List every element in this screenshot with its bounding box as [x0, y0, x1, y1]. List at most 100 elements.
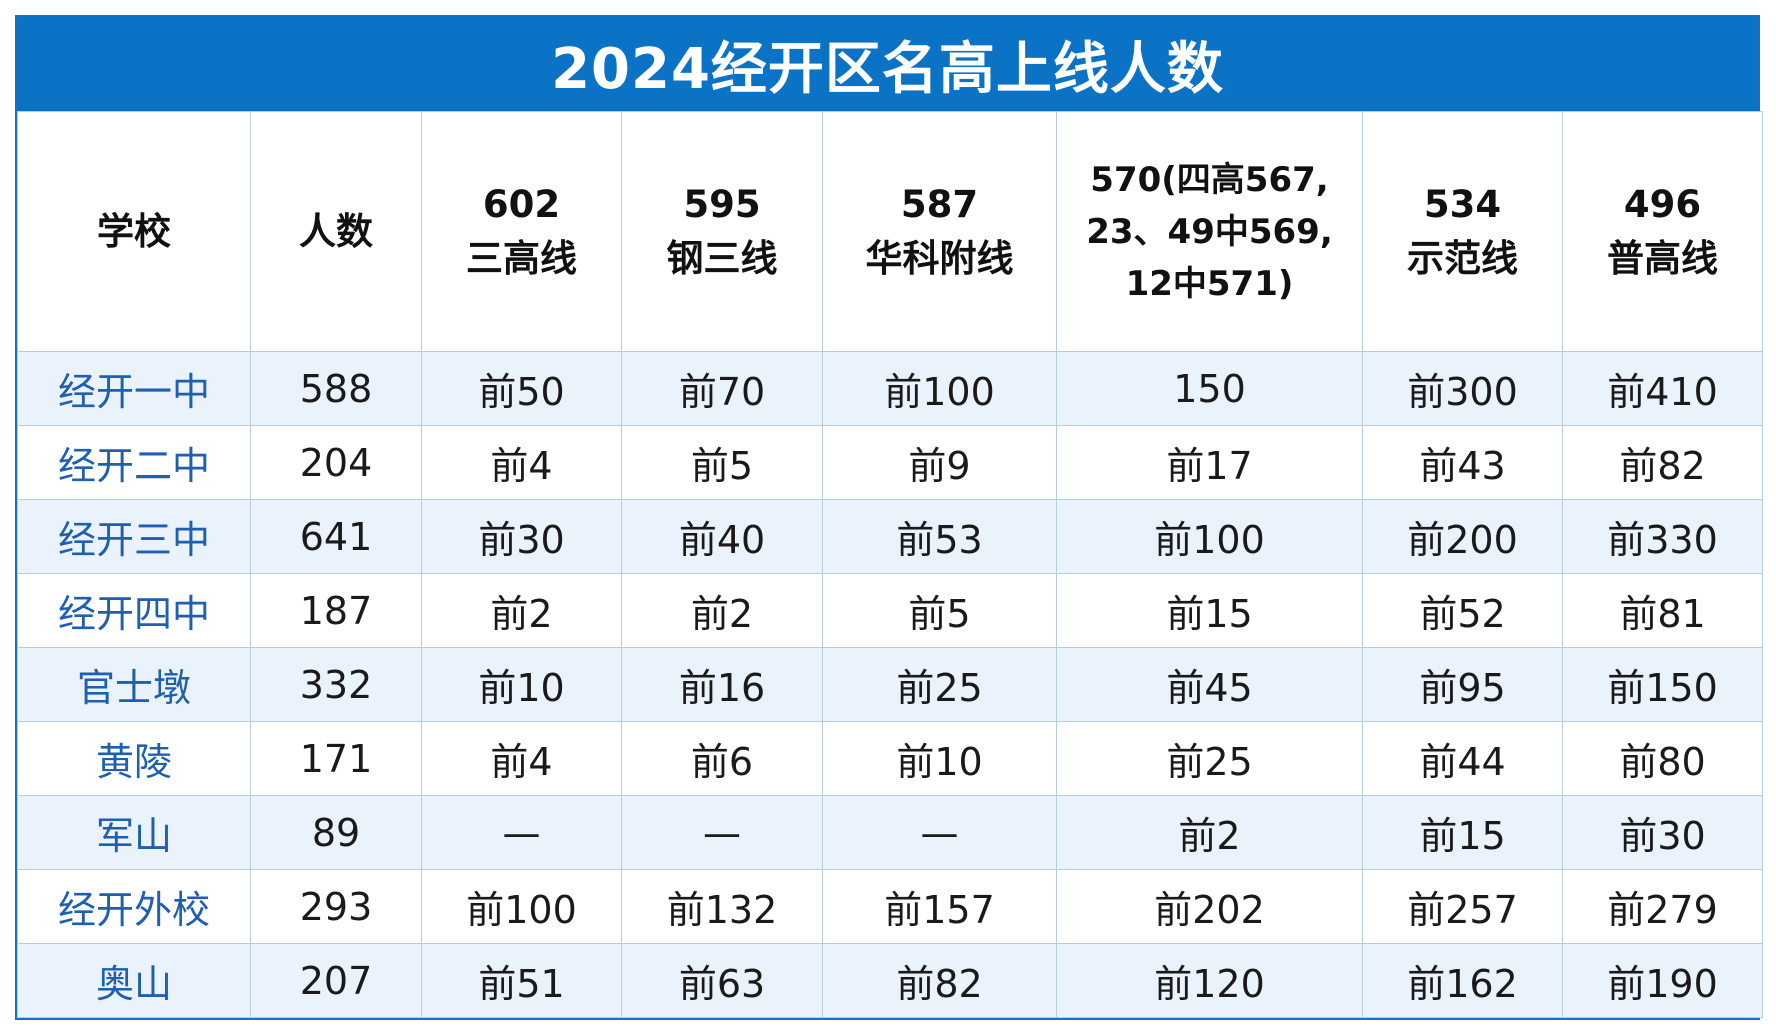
line-595-cell: 前132 — [621, 869, 823, 944]
table-row: 军山 89 — — — 前2 前15 前30 — [17, 795, 1763, 870]
count-cell: 171 — [250, 721, 422, 796]
line-595-cell: 前16 — [621, 647, 823, 722]
line-570-cell: 前45 — [1056, 647, 1363, 722]
line-496-cell: 前150 — [1562, 647, 1763, 722]
school-cell: 经开一中 — [17, 351, 251, 426]
line-570-cell: 前17 — [1056, 425, 1363, 500]
line-587-cell: 前9 — [822, 425, 1057, 500]
line-496-cell: 前190 — [1562, 943, 1763, 1018]
line-587-cell: 前157 — [822, 869, 1057, 944]
header-line-496-score: 496 — [1623, 182, 1702, 226]
header-line-496: 496 普高线 — [1562, 111, 1763, 352]
line-496-cell: 前330 — [1562, 499, 1763, 574]
line-595-cell: — — [621, 795, 823, 870]
table-row: 经开外校 293 前100 前132 前157 前202 前257 前279 — [17, 869, 1763, 944]
line-602-cell: 前4 — [421, 721, 622, 796]
line-602-cell: 前2 — [421, 573, 622, 648]
line-534-cell: 前300 — [1362, 351, 1563, 426]
school-cell: 经开四中 — [17, 573, 251, 648]
table-row: 经开一中 588 前50 前70 前100 150 前300 前410 — [17, 351, 1763, 426]
header-line-587-label: 华科附线 — [865, 236, 1014, 280]
line-595-cell: 前2 — [621, 573, 823, 648]
count-cell: 187 — [250, 573, 422, 648]
table-title: 2024经开区名高上线人数 — [17, 17, 1758, 111]
count-cell: 293 — [250, 869, 422, 944]
line-496-cell: 前81 — [1562, 573, 1763, 648]
header-line-595-score: 595 — [683, 182, 761, 226]
table-row: 奥山 207 前51 前63 前82 前120 前162 前190 — [17, 943, 1763, 1018]
count-cell: 207 — [250, 943, 422, 1018]
table-row: 黄陵 171 前4 前6 前10 前25 前44 前80 — [17, 721, 1763, 796]
header-line-570-part1: 570(四高567, — [1090, 159, 1329, 200]
header-line-587: 587 华科附线 — [822, 111, 1057, 352]
line-570-cell: 前202 — [1056, 869, 1363, 944]
line-595-cell: 前63 — [621, 943, 823, 1018]
line-602-cell: 前10 — [421, 647, 622, 722]
school-cell: 经开三中 — [17, 499, 251, 574]
score-table: 学校 人数 602 三高线 595 钢三线 587 华科附线 570(四高567… — [17, 111, 1763, 1018]
count-cell: 641 — [250, 499, 422, 574]
line-496-cell: 前82 — [1562, 425, 1763, 500]
school-cell: 军山 — [17, 795, 251, 870]
line-587-cell: 前25 — [822, 647, 1057, 722]
header-line-570-part2: 23、49中569, — [1086, 211, 1333, 252]
line-587-cell: — — [822, 795, 1057, 870]
line-602-cell: — — [421, 795, 622, 870]
table-row: 经开四中 187 前2 前2 前5 前15 前52 前81 — [17, 573, 1763, 648]
header-line-534-label: 示范线 — [1407, 236, 1518, 280]
header-row: 学校 人数 602 三高线 595 钢三线 587 华科附线 570(四高567… — [17, 111, 1763, 352]
line-602-cell: 前50 — [421, 351, 622, 426]
line-570-cell: 前100 — [1056, 499, 1363, 574]
school-cell: 经开外校 — [17, 869, 251, 944]
line-570-cell: 前25 — [1056, 721, 1363, 796]
line-602-cell: 前30 — [421, 499, 622, 574]
school-cell: 官士墩 — [17, 647, 251, 722]
line-534-cell: 前44 — [1362, 721, 1563, 796]
line-496-cell: 前410 — [1562, 351, 1763, 426]
line-496-cell: 前80 — [1562, 721, 1763, 796]
header-school: 学校 — [17, 111, 251, 352]
line-534-cell: 前52 — [1362, 573, 1563, 648]
table-row: 经开二中 204 前4 前5 前9 前17 前43 前82 — [17, 425, 1763, 500]
line-534-cell: 前162 — [1362, 943, 1563, 1018]
score-table-card: 2024经开区名高上线人数 学校 人数 602 三高线 595 钢三线 587 — [15, 15, 1763, 1020]
line-534-cell: 前257 — [1362, 869, 1563, 944]
line-602-cell: 前4 — [421, 425, 622, 500]
line-587-cell: 前82 — [822, 943, 1057, 1018]
header-line-595: 595 钢三线 — [621, 111, 823, 352]
line-595-cell: 前6 — [621, 721, 823, 796]
line-534-cell: 前43 — [1362, 425, 1563, 500]
count-cell: 204 — [250, 425, 422, 500]
line-496-cell: 前30 — [1562, 795, 1763, 870]
school-cell: 经开二中 — [17, 425, 251, 500]
line-570-cell: 前2 — [1056, 795, 1363, 870]
line-587-cell: 前53 — [822, 499, 1057, 574]
line-602-cell: 前100 — [421, 869, 622, 944]
header-line-570: 570(四高567, 23、49中569, 12中571) — [1056, 111, 1363, 352]
line-570-cell: 150 — [1056, 351, 1363, 426]
school-cell: 黄陵 — [17, 721, 251, 796]
line-587-cell: 前100 — [822, 351, 1057, 426]
header-line-602: 602 三高线 — [421, 111, 622, 352]
line-587-cell: 前5 — [822, 573, 1057, 648]
line-587-cell: 前10 — [822, 721, 1057, 796]
header-line-496-label: 普高线 — [1607, 236, 1718, 280]
count-cell: 332 — [250, 647, 422, 722]
header-line-570-part3: 12中571) — [1125, 263, 1294, 304]
header-line-595-label: 钢三线 — [666, 236, 778, 280]
header-line-602-score: 602 — [482, 182, 561, 226]
line-496-cell: 前279 — [1562, 869, 1763, 944]
count-cell: 588 — [250, 351, 422, 426]
line-595-cell: 前40 — [621, 499, 823, 574]
header-line-534-score: 534 — [1423, 182, 1502, 226]
table-row: 官士墩 332 前10 前16 前25 前45 前95 前150 — [17, 647, 1763, 722]
line-595-cell: 前70 — [621, 351, 823, 426]
line-570-cell: 前15 — [1056, 573, 1363, 648]
school-cell: 奥山 — [17, 943, 251, 1018]
header-line-534: 534 示范线 — [1362, 111, 1563, 352]
line-595-cell: 前5 — [621, 425, 823, 500]
header-line-587-score: 587 — [900, 182, 979, 226]
header-count: 人数 — [250, 111, 422, 352]
line-534-cell: 前95 — [1362, 647, 1563, 722]
count-cell: 89 — [250, 795, 422, 870]
